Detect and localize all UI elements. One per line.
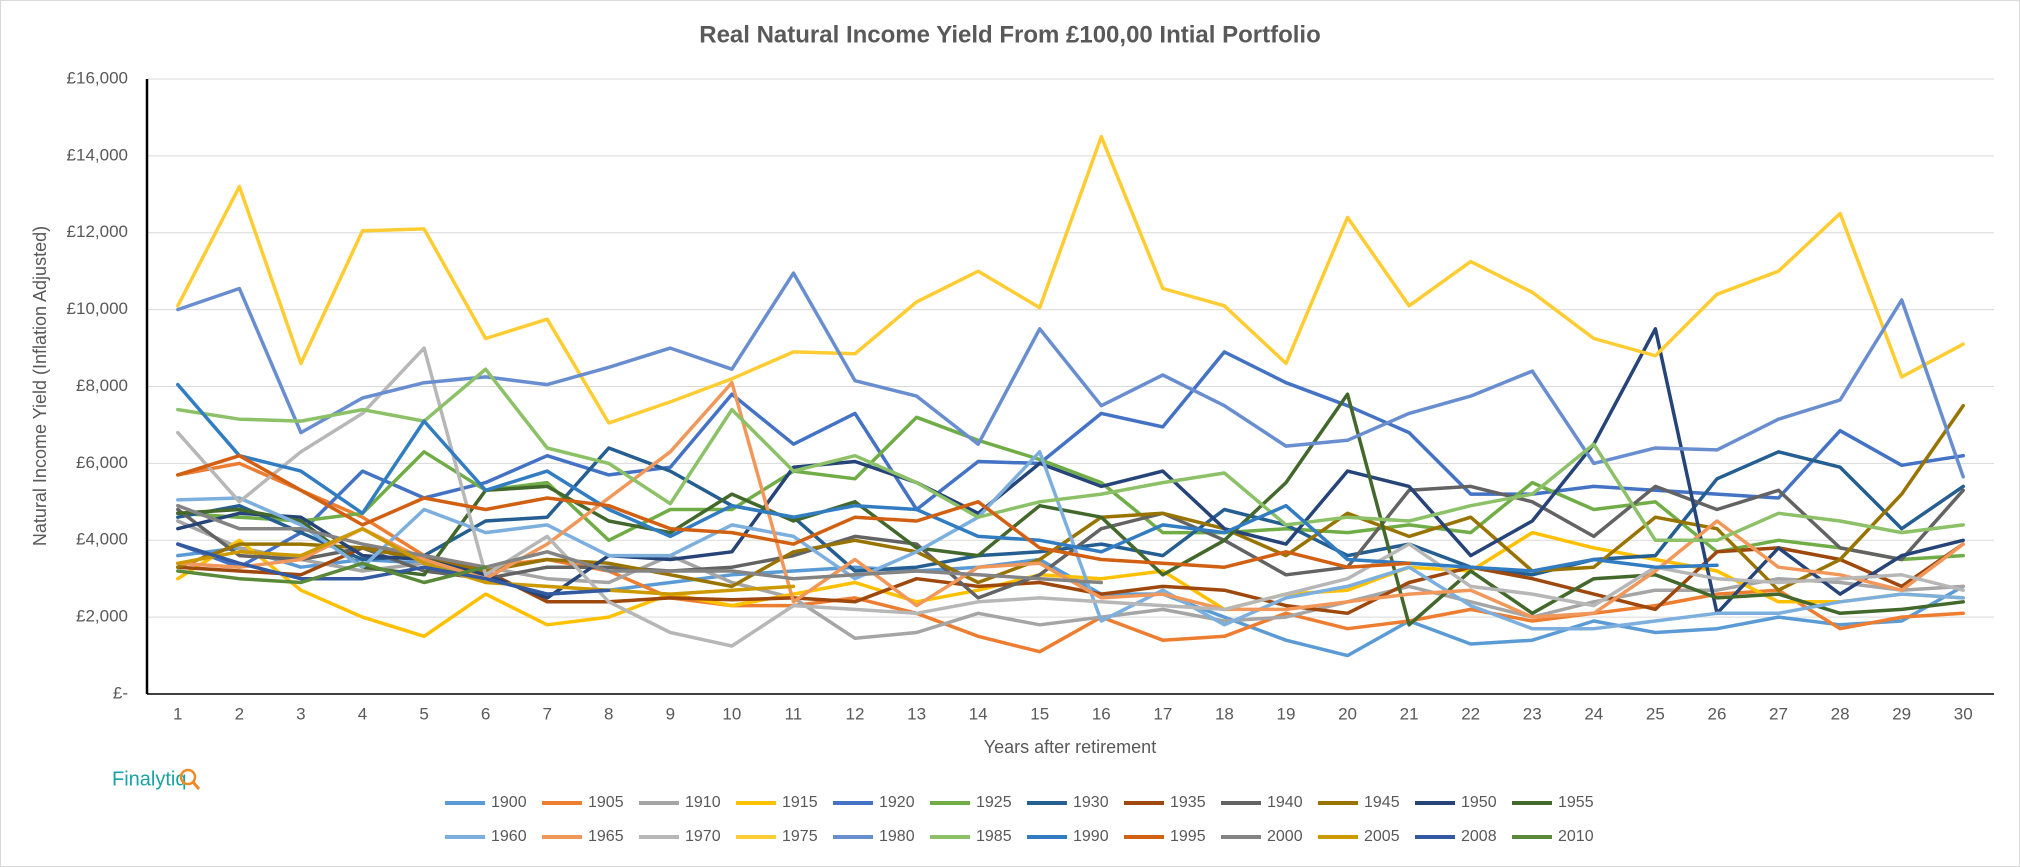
series-line (176, 346, 1965, 648)
x-tick-label: 29 (1892, 704, 1911, 723)
x-tick-label: 6 (481, 704, 490, 723)
y-tick-label: £10,000 (67, 299, 128, 318)
legend-label: 1915 (782, 794, 818, 811)
x-tick-label: 4 (358, 704, 367, 723)
plot-lines (176, 134, 1965, 658)
series-line (176, 367, 1965, 543)
series-line (176, 134, 1965, 425)
x-tick-label: 26 (1707, 704, 1726, 723)
legend-label: 1935 (1170, 794, 1206, 811)
y-tick-label: £14,000 (67, 145, 128, 164)
x-tick-label: 17 (1153, 704, 1172, 723)
series-line (176, 327, 1965, 616)
legend-label: 1925 (976, 794, 1012, 811)
x-tick-label: 12 (846, 704, 865, 723)
x-tick-label: 22 (1461, 704, 1480, 723)
legend-label: 1940 (1267, 794, 1303, 811)
series-line (176, 526, 796, 596)
x-tick-label: 9 (666, 704, 675, 723)
x-tick-label: 23 (1523, 704, 1542, 723)
x-tick-label: 28 (1831, 704, 1850, 723)
series-line (176, 453, 1411, 569)
x-tick-label: 30 (1954, 704, 1973, 723)
x-tick-label: 13 (907, 704, 926, 723)
y-tick-label: £16,000 (67, 68, 128, 87)
x-tick-label: 8 (604, 704, 613, 723)
legend-label: 1970 (685, 828, 721, 845)
y-tick-label: £6,000 (76, 453, 128, 472)
x-tick-label: 24 (1584, 704, 1603, 723)
legend-label: 1950 (1461, 794, 1497, 811)
series-line (176, 450, 1965, 631)
x-axis-title: Years after retirement (984, 737, 1156, 757)
x-tick-label: 15 (1030, 704, 1049, 723)
x-tick-label: 2 (235, 704, 244, 723)
legend-label: 1945 (1364, 794, 1400, 811)
legend-label: 1990 (1073, 828, 1109, 845)
legend-label: 1960 (491, 828, 527, 845)
legend-label: 1900 (491, 794, 527, 811)
legend-label: 1920 (879, 794, 915, 811)
logo-icon (179, 768, 197, 786)
legend-label: 2008 (1461, 828, 1497, 845)
x-tick-label: 27 (1769, 704, 1788, 723)
x-tick-label: 7 (542, 704, 551, 723)
x-tick-label: 20 (1338, 704, 1357, 723)
chart-title: Real Natural Income Yield From £100,00 I… (699, 21, 1321, 48)
legend-label: 1905 (588, 794, 624, 811)
legend-label: 1995 (1170, 828, 1206, 845)
x-tick-label: 3 (296, 704, 305, 723)
y-tick-label: £12,000 (67, 222, 128, 241)
legend-label: 2000 (1267, 828, 1303, 845)
series-line (176, 415, 1965, 562)
legend-label: 1985 (976, 828, 1012, 845)
y-tick-label: £- (113, 683, 128, 702)
legend-label: 1965 (588, 828, 624, 845)
series-line (176, 382, 1719, 573)
x-tick-label: 11 (785, 704, 803, 723)
y-axis-title: Natural Income Yield (Inflation Adjusted… (30, 226, 50, 546)
x-tick-label: 18 (1215, 704, 1234, 723)
x-tick-label: 14 (969, 704, 988, 723)
legend: 1900 1905 1910 1915 1920 1925 1930 1935 1940 1945… (445, 794, 1594, 845)
x-tick-label: 5 (419, 704, 428, 723)
y-tick-label: £2,000 (76, 607, 128, 626)
legend-label: 1975 (782, 828, 818, 845)
series-line (176, 561, 488, 585)
series-line (176, 392, 1965, 627)
logo-icon (191, 781, 201, 790)
legend-label: 2005 (1364, 828, 1400, 845)
legend-label: 2010 (1558, 828, 1594, 845)
brand-logo: Finalytiq (112, 768, 186, 790)
series-line (176, 446, 1965, 577)
x-tick-label: 10 (722, 704, 741, 723)
legend-label: 1980 (879, 828, 915, 845)
legend-label: 1910 (685, 794, 721, 811)
x-tick-label: 21 (1400, 704, 1419, 723)
x-tick-label: 1 (173, 704, 182, 723)
series-line (176, 503, 1104, 585)
y-tick-label: £4,000 (76, 530, 128, 549)
x-tick-label: 16 (1092, 704, 1111, 723)
legend-label: 1955 (1558, 794, 1594, 811)
x-tick-label: 19 (1277, 704, 1296, 723)
x-tick-label: 25 (1646, 704, 1665, 723)
y-tick-label: £8,000 (76, 376, 128, 395)
legend-label: 1930 (1073, 794, 1109, 811)
